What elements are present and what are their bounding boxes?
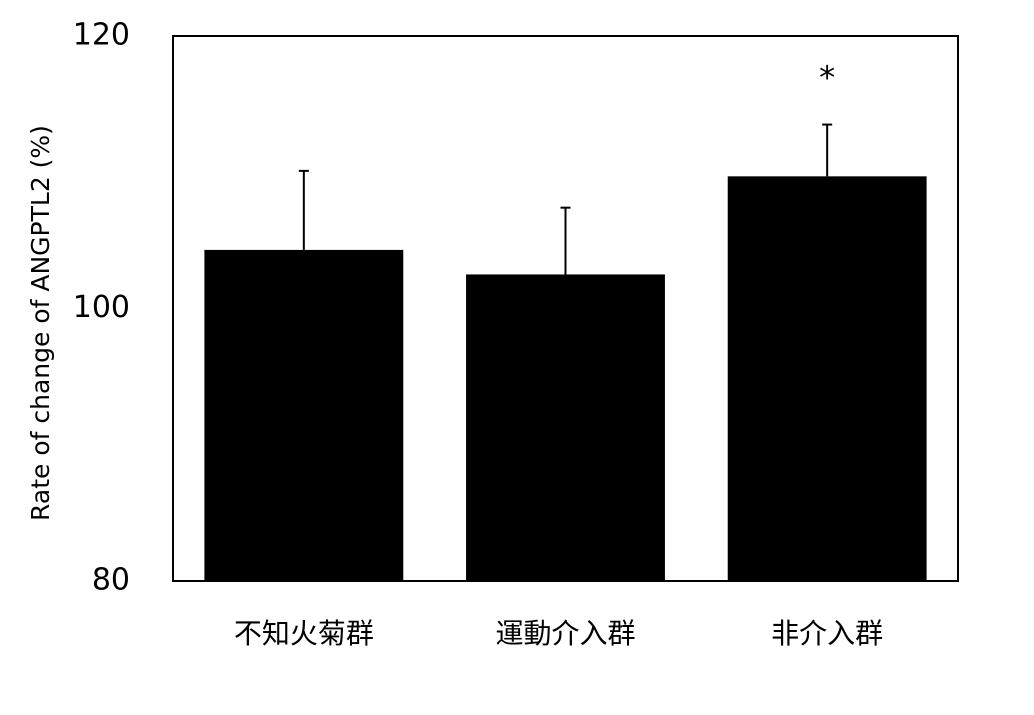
plot-frame	[172, 35, 959, 582]
annotation: *	[819, 59, 835, 97]
bar	[466, 274, 665, 581]
x-tick-label: 非介入群	[771, 617, 883, 650]
x-tick-label: 不知火菊群	[234, 617, 374, 650]
y-tick-label: 100	[73, 290, 130, 325]
y-axis-label: Rate of change of ANGPTL2 (%)	[26, 125, 55, 521]
y-tick-label: 120	[73, 18, 130, 53]
x-tick-label: 運動介入群	[495, 617, 635, 650]
bar	[204, 249, 404, 581]
y-tick-label: 80	[92, 563, 130, 598]
bar	[727, 176, 927, 581]
